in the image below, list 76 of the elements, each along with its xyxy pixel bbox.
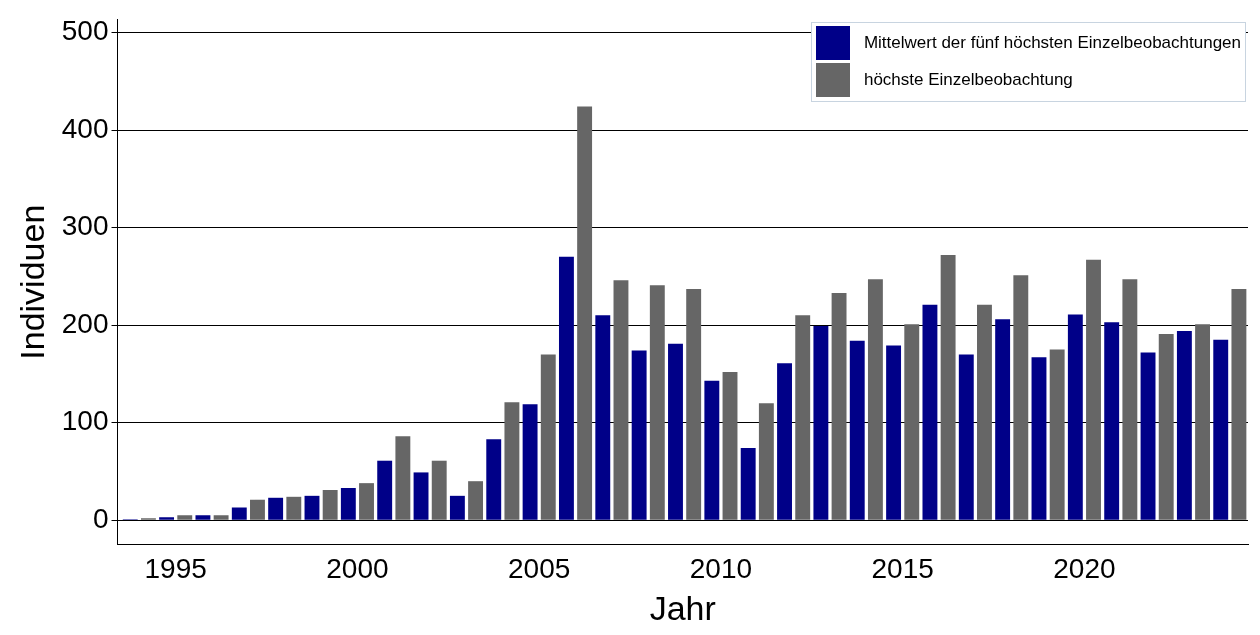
bar (1140, 352, 1156, 520)
bar (486, 439, 502, 520)
bar (431, 460, 447, 520)
bar (867, 279, 883, 520)
bar (922, 304, 938, 520)
bar (1231, 289, 1247, 520)
legend-label: höchste Einzelbeobachtung (863, 70, 1073, 91)
y-tick-label: 400 (61, 112, 109, 144)
bar (413, 472, 429, 520)
bar (649, 285, 665, 520)
bar (540, 354, 556, 520)
bar (322, 489, 338, 520)
legend-label: Mittelwert der fünf höchsten Einzelbeobachtungen (863, 33, 1241, 54)
bar (1086, 259, 1101, 520)
bar (995, 319, 1011, 520)
bar (468, 481, 484, 520)
bar (268, 497, 284, 520)
bar (758, 403, 774, 520)
bar (231, 507, 247, 520)
bar (849, 340, 865, 520)
bar (1122, 279, 1138, 520)
bar (1195, 324, 1211, 520)
bar (577, 106, 593, 520)
bar (940, 254, 956, 520)
bar (631, 350, 647, 520)
bar (958, 354, 974, 520)
bar (1176, 330, 1192, 520)
y-tick-label: 500 (61, 15, 109, 47)
y-tick-label: 300 (61, 210, 109, 242)
bar (904, 324, 920, 520)
bar (1013, 275, 1029, 520)
bar (1067, 314, 1083, 520)
bar (177, 515, 193, 520)
bar (813, 326, 829, 520)
x-tick-label: 1995 (144, 553, 207, 585)
bar (613, 280, 629, 520)
x-tick-label: 2010 (689, 553, 753, 585)
bar (831, 292, 847, 520)
bar (977, 304, 992, 520)
y-tick-label: 0 (92, 502, 109, 534)
bar (777, 363, 792, 520)
x-axis-title: Jahr (649, 588, 716, 627)
bar (395, 436, 411, 520)
bar (686, 289, 702, 520)
x-tick-label: 2000 (326, 553, 389, 585)
bar (595, 315, 611, 520)
bar (286, 496, 302, 520)
bar (722, 371, 738, 520)
bar (449, 495, 465, 520)
bar (795, 315, 811, 520)
bar (668, 343, 683, 520)
bar (250, 499, 265, 520)
bar (1031, 357, 1047, 520)
bar (213, 515, 229, 520)
bar (1213, 339, 1229, 520)
bar (304, 495, 320, 520)
bar (377, 460, 393, 520)
bar (740, 448, 756, 520)
y-axis-title: Individuen (12, 204, 51, 360)
bar (359, 483, 374, 520)
bar (504, 402, 520, 520)
bar (159, 517, 175, 520)
y-tick-label: 100 (61, 405, 109, 437)
bar (886, 345, 902, 520)
x-tick-label: 2015 (871, 553, 934, 585)
bar (1104, 322, 1120, 520)
bar (522, 404, 538, 520)
x-tick-label: 2020 (1053, 553, 1116, 585)
bar (704, 380, 720, 520)
x-tick-label: 2005 (508, 553, 571, 585)
bar (340, 488, 356, 520)
bar (1049, 349, 1065, 520)
bar (195, 515, 211, 520)
bar (558, 256, 574, 520)
y-tick-label: 200 (61, 307, 109, 339)
bar (1158, 333, 1174, 520)
